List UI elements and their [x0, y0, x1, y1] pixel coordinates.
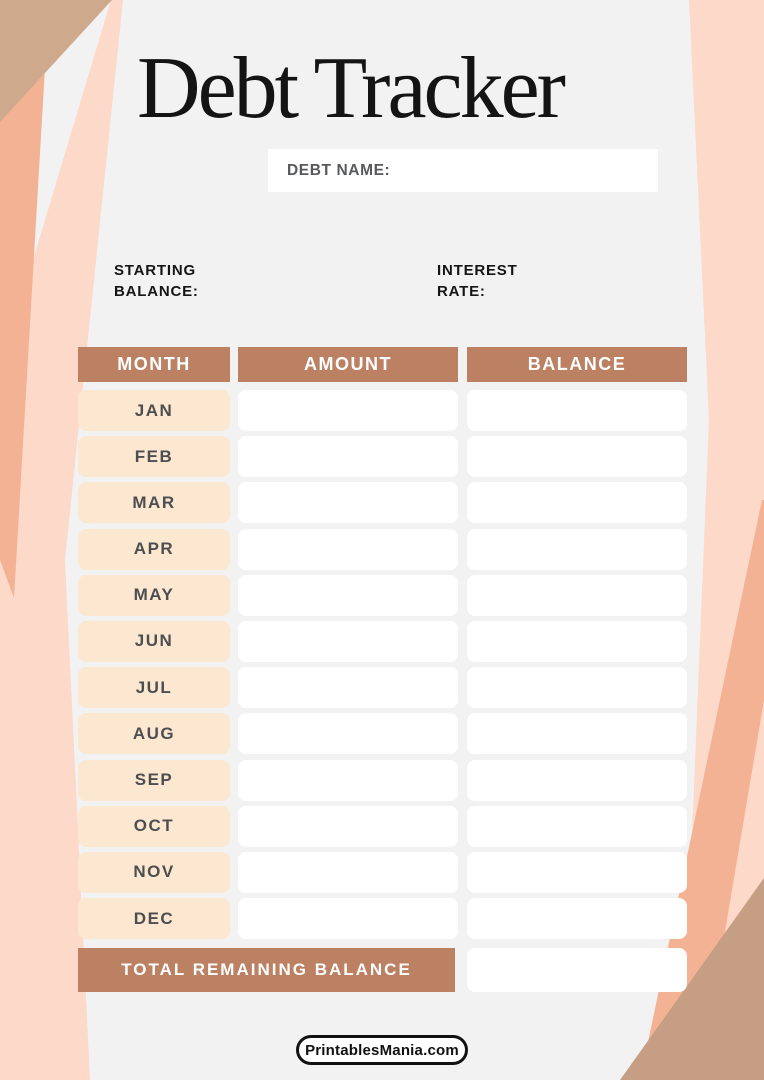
amount-field[interactable] [238, 667, 458, 709]
starting-balance-line1: STARTING [114, 262, 196, 279]
debt-name-field[interactable]: DEBT NAME: [268, 149, 658, 192]
table-row: MAR [78, 482, 687, 524]
amount-field[interactable] [238, 436, 458, 478]
column-header-balance: BALANCE [467, 347, 687, 382]
amount-field[interactable] [238, 805, 458, 847]
month-cell: OCT [78, 805, 230, 847]
table-row: JAN [78, 390, 687, 431]
month-cell: JAN [78, 390, 230, 431]
balance-field[interactable] [467, 436, 687, 478]
column-header-amount: AMOUNT [238, 347, 458, 382]
month-cell: MAY [78, 574, 230, 616]
balance-field[interactable] [467, 574, 687, 616]
table-header-row: MONTH AMOUNT BALANCE [78, 347, 687, 382]
amount-field[interactable] [238, 528, 458, 570]
balance-field[interactable] [467, 528, 687, 570]
amount-field[interactable] [238, 482, 458, 524]
month-cell: FEB [78, 436, 230, 478]
amount-field[interactable] [238, 390, 458, 431]
starting-balance-label: STARTING BALANCE: [114, 260, 199, 302]
brand-badge[interactable]: PrintablesMania.com [296, 1035, 468, 1065]
balance-field[interactable] [467, 805, 687, 847]
month-cell: DEC [78, 898, 230, 940]
balance-field[interactable] [467, 620, 687, 662]
total-row: TOTAL REMAINING BALANCE [78, 948, 687, 992]
amount-field[interactable] [238, 574, 458, 616]
starting-balance-line2: BALANCE: [114, 283, 199, 300]
amount-field[interactable] [238, 759, 458, 801]
balance-field[interactable] [467, 759, 687, 801]
month-cell: SEP [78, 759, 230, 801]
month-cell: APR [78, 528, 230, 570]
table-row: JUN [78, 620, 687, 662]
amount-field[interactable] [238, 851, 458, 893]
table-row: JUL [78, 667, 687, 709]
interest-rate-label: INTEREST RATE: [437, 260, 518, 302]
column-header-month: MONTH [78, 347, 230, 382]
balance-field[interactable] [467, 851, 687, 893]
table-row: APR [78, 528, 687, 570]
table-row: SEP [78, 759, 687, 801]
table-rows: JAN FEB MAR APR MAY JUN JUL AUG SEP OCT NOV DEC [78, 390, 687, 944]
table-row: NOV [78, 851, 687, 893]
balance-field[interactable] [467, 667, 687, 709]
balance-field[interactable] [467, 390, 687, 431]
interest-rate-line1: INTEREST [437, 262, 518, 279]
balance-field[interactable] [467, 482, 687, 524]
total-remaining-balance-label: TOTAL REMAINING BALANCE [78, 948, 455, 992]
month-cell: MAR [78, 482, 230, 524]
amount-field[interactable] [238, 713, 458, 755]
interest-rate-line2: RATE: [437, 283, 486, 300]
total-balance-field[interactable] [467, 948, 687, 992]
month-cell: JUL [78, 667, 230, 709]
balance-field[interactable] [467, 898, 687, 940]
table-row: AUG [78, 713, 687, 755]
month-cell: NOV [78, 851, 230, 893]
table-row: OCT [78, 805, 687, 847]
balance-field[interactable] [467, 713, 687, 755]
month-cell: JUN [78, 620, 230, 662]
page-title: Debt Tracker [137, 39, 566, 137]
table-row: DEC [78, 898, 687, 940]
table-row: MAY [78, 574, 687, 616]
month-cell: AUG [78, 713, 230, 755]
table-row: FEB [78, 436, 687, 478]
amount-field[interactable] [238, 898, 458, 940]
amount-field[interactable] [238, 620, 458, 662]
brand-label: PrintablesMania.com [305, 1041, 459, 1059]
debt-name-label: DEBT NAME: [287, 161, 391, 179]
